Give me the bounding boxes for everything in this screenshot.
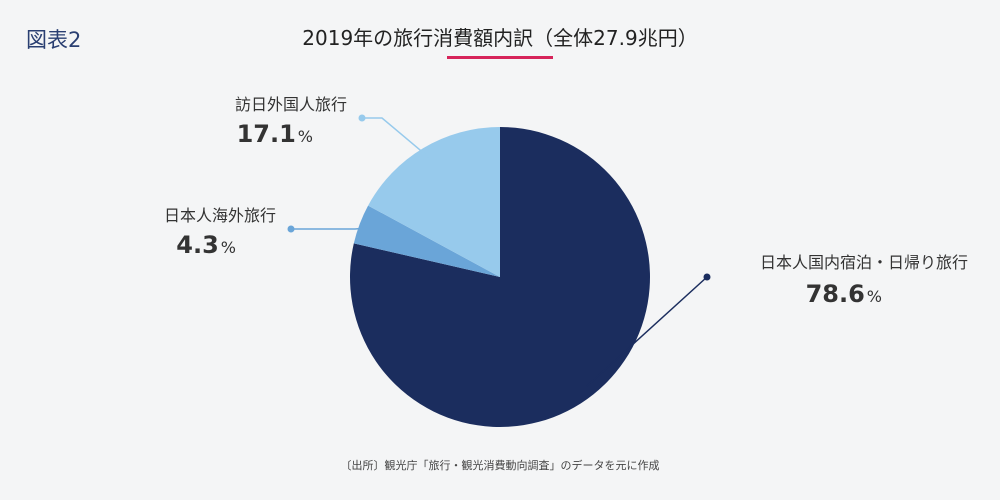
slice-value-label: 4.3% [176, 231, 236, 259]
title-underline [447, 56, 553, 59]
leader-dot [287, 225, 295, 233]
slice-label: 日本人海外旅行 [164, 206, 276, 225]
pie-slices [350, 127, 650, 428]
slice-label: 訪日外国人旅行 [235, 95, 347, 114]
pie-slice [353, 205, 500, 277]
figure-label: 図表2 [26, 28, 82, 52]
pie-slice [350, 127, 650, 428]
slice-value-label: 78.6% [806, 280, 882, 308]
pie-slice [368, 127, 500, 277]
slice-label: 日本人国内宿泊・日帰り旅行 [760, 253, 968, 272]
leader-line [586, 276, 708, 387]
chart-title: 2019年の旅行消費額内訳（全体27.9兆円） [302, 26, 698, 50]
source-note: 〔出所〕観光庁「旅行・観光消費動向調査」のデータを元に作成 [340, 459, 660, 472]
leader-line [291, 226, 370, 230]
slice-value-label: 17.1% [237, 120, 313, 148]
leader-dot [358, 114, 366, 122]
leader-lines [287, 114, 711, 387]
leader-dot [703, 273, 711, 281]
leader-line [362, 117, 430, 158]
